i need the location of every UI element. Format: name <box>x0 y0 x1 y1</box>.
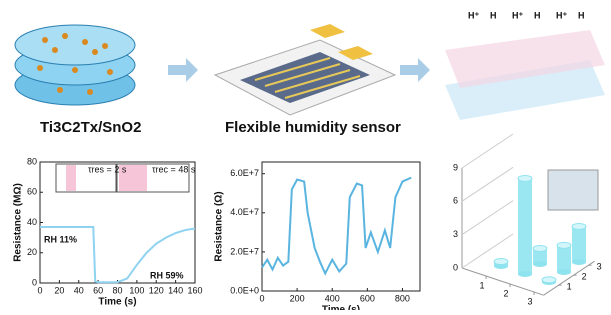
ion-label: H <box>578 10 585 20</box>
x-axis-label: Time (s) <box>322 305 360 310</box>
material-label: Ti3C2Tx/SnO2 <box>40 119 141 136</box>
bar-body <box>572 226 586 262</box>
arrow <box>168 58 198 82</box>
bar <box>557 242 571 275</box>
bar-base <box>533 261 547 267</box>
y-tick-label: 0.0E+0 <box>230 285 259 295</box>
annotation: τrec = 48 s <box>152 164 196 174</box>
x-tick-label: 80 <box>112 285 122 295</box>
x-tick-label: 120 <box>149 285 164 295</box>
z-tick-label: 9 <box>453 162 458 172</box>
y-tick-label: 0 <box>32 277 37 287</box>
bar-body <box>518 178 532 274</box>
y-tick-label: 20 <box>27 247 37 257</box>
bar-top <box>542 277 556 283</box>
grid-line <box>462 167 513 201</box>
bar <box>518 175 532 277</box>
bar <box>542 277 556 285</box>
x-tick-label: 100 <box>129 285 144 295</box>
x-axis-label: Time (s) <box>98 297 136 308</box>
material-illustration <box>15 25 135 105</box>
y-tick-label: 2.0E+7 <box>230 246 259 256</box>
x-tick-label: 140 <box>168 285 183 295</box>
bar <box>494 259 508 269</box>
sensor-illustration <box>215 24 395 115</box>
lattice-illustration <box>445 30 605 120</box>
x-tick-label: 0 <box>259 293 264 303</box>
inset-highlight <box>66 165 76 191</box>
x-tick-label: 2 <box>503 288 508 298</box>
bar <box>572 223 586 265</box>
data-line <box>262 178 411 274</box>
grid-line <box>462 134 513 168</box>
bar-top <box>494 259 508 265</box>
annotation: RH 11% <box>44 234 77 244</box>
y-tick-label: 40 <box>27 217 37 227</box>
bar <box>533 245 547 267</box>
z-tick-label: 0 <box>453 262 458 272</box>
y-tick-label: 6.0E+7 <box>230 168 259 178</box>
x-tick-label: 0 <box>37 285 42 295</box>
bar-top <box>572 223 586 229</box>
bar-base <box>557 269 571 275</box>
x-tick-label: 3 <box>527 296 532 306</box>
y-tick-label: 2 <box>582 272 587 282</box>
bar-body <box>557 245 571 272</box>
z-tick-label: 6 <box>453 196 458 206</box>
x-tick-label: 40 <box>74 285 84 295</box>
y-tick-label: 60 <box>27 187 37 197</box>
ion-label: H <box>534 10 541 20</box>
ion-label: H⁺ <box>556 10 567 20</box>
grid-line <box>462 201 513 235</box>
figure: Ti3C2Tx/SnO2 Flexible humidity sensor H⁺… <box>0 0 611 310</box>
x-tick-label: 60 <box>93 285 103 295</box>
y-tick-label: 80 <box>27 156 37 166</box>
x-tick-label: 800 <box>395 293 410 303</box>
ion-label: H⁺ <box>468 10 479 20</box>
y-tick-label: 4.0E+7 <box>230 207 259 217</box>
x-tick-label: 200 <box>290 293 305 303</box>
arrow <box>400 58 430 82</box>
annotation: RH 59% <box>150 270 184 280</box>
y-tick-label: 3 <box>597 262 602 272</box>
ion-label: H <box>490 10 497 20</box>
x-tick-label: 400 <box>325 293 340 303</box>
device-label: Flexible humidity sensor <box>225 119 401 136</box>
ion-label: H⁺ <box>512 10 523 20</box>
bar-base <box>572 259 586 265</box>
x-tick-label: 1 <box>479 280 484 290</box>
y-axis-label: Resistance (MΩ) <box>13 183 24 262</box>
y-axis-label: Resistance (Ω) <box>214 191 225 261</box>
annotation: τres = 2 s <box>88 164 127 174</box>
x-tick-label: 20 <box>54 285 64 295</box>
x-tick-label: 600 <box>360 293 375 303</box>
y-tick-label: 1 <box>567 282 572 292</box>
bar-top <box>518 175 532 181</box>
z-tick-label: 3 <box>453 229 458 239</box>
photo <box>548 170 598 210</box>
x-tick-label: 160 <box>187 285 202 295</box>
bar-top <box>557 242 571 248</box>
plot-frame <box>262 162 420 291</box>
bar-base <box>518 271 532 277</box>
bar-top <box>533 245 547 251</box>
